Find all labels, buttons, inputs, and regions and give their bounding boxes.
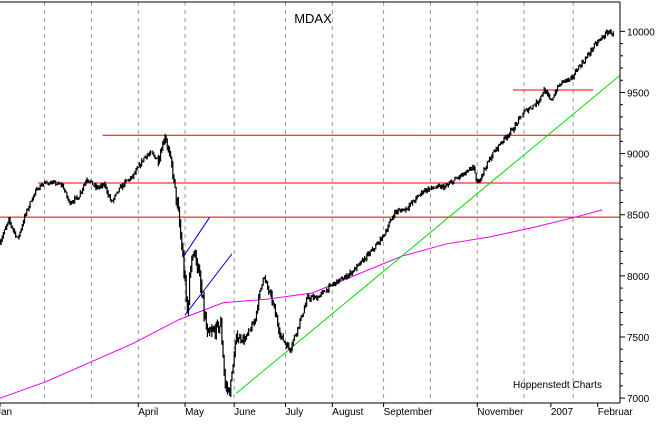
x-tick-label-june: June	[234, 407, 256, 418]
channel-line-1	[184, 253, 233, 316]
chart-credit: Hoppenstedt Charts	[513, 380, 602, 391]
x-tick-label-july: July	[285, 407, 303, 418]
y-tick-label-10000: 10000	[627, 27, 655, 38]
x-tick-label-may: May	[185, 407, 204, 418]
x-tick-label-2007: 2007	[551, 407, 574, 418]
x-tick-label-jan: Jan	[0, 407, 12, 418]
y-tick-label-9500: 9500	[627, 88, 650, 99]
channel-line-0	[182, 216, 211, 258]
y-tick-label-9000: 9000	[627, 150, 650, 161]
x-tick-label-februar: Februar	[598, 407, 634, 418]
x-tick-label-april: April	[138, 407, 158, 418]
y-tick-label-8000: 8000	[627, 272, 650, 283]
y-tick-label-7000: 7000	[627, 394, 650, 405]
gridlines	[44, 2, 574, 403]
y-tick-label-8500: 8500	[627, 211, 650, 222]
x-tick-label-august: August	[332, 407, 363, 418]
indicator-lines	[0, 74, 621, 399]
x-tick-label-september: September	[384, 407, 434, 418]
chart-title: MDAX	[294, 11, 332, 26]
y-tick-label-7500: 7500	[627, 333, 650, 344]
x-tick-label-november: November	[477, 407, 524, 418]
trend-line	[236, 74, 621, 394]
moving-average-line	[0, 209, 603, 399]
axes: 7000 7500 8000 8500 9000 9500 10000 Jan April May…	[0, 1, 655, 418]
price-bars	[0, 29, 614, 398]
